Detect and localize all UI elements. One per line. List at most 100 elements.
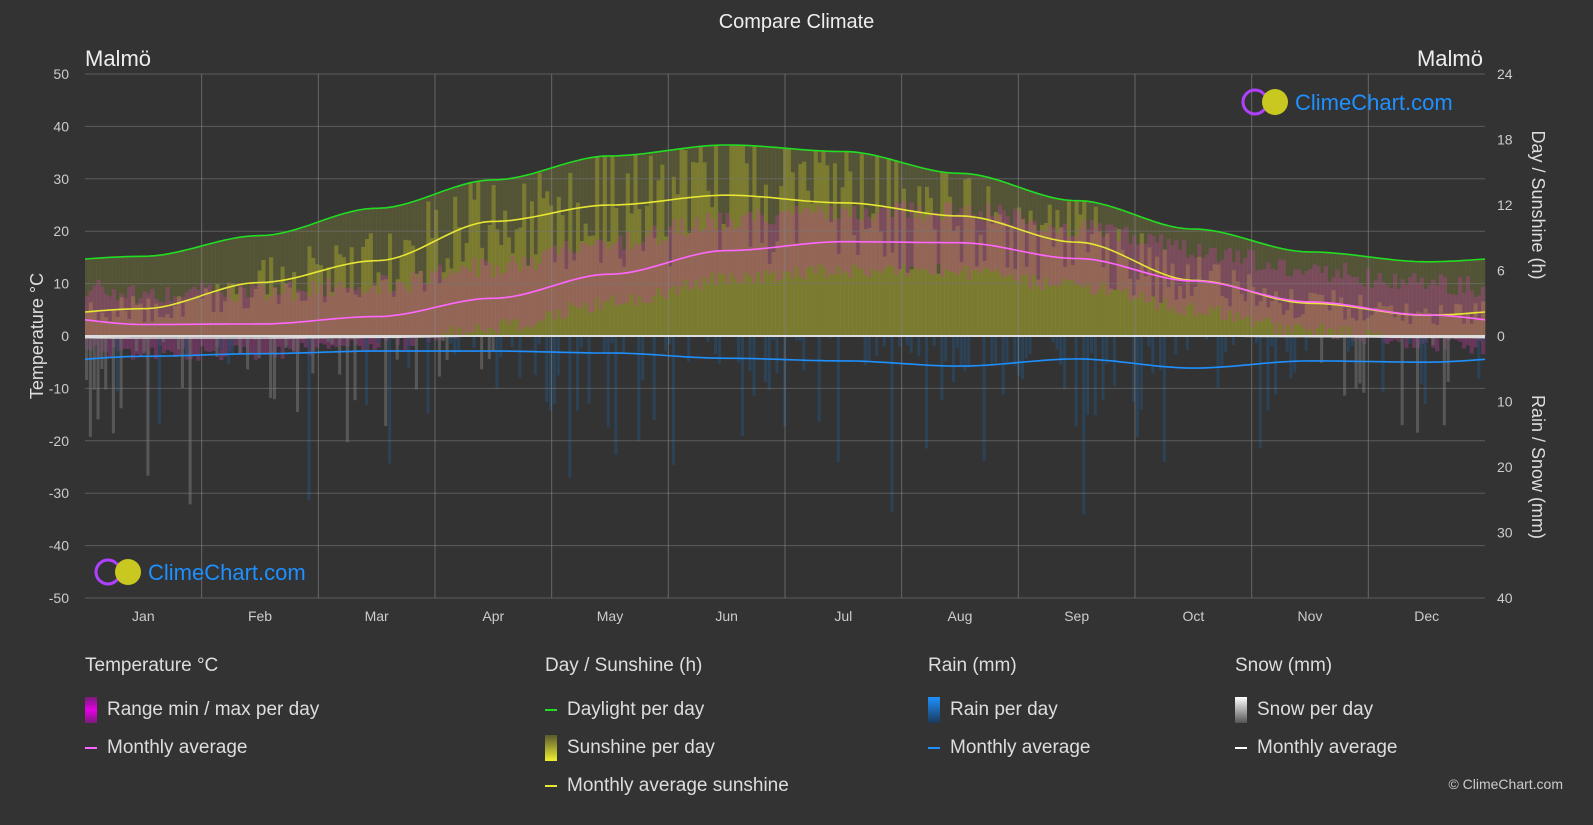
temp-range-bar <box>633 242 638 306</box>
sunshine-bar <box>894 160 899 336</box>
sunshine-bar <box>955 225 960 336</box>
daylight-bar <box>1339 253 1344 336</box>
sunshine-bar <box>223 301 228 336</box>
sunshine-bar <box>1059 227 1064 336</box>
rain-bar <box>1020 336 1024 380</box>
sunshine-bar <box>1070 265 1075 336</box>
temp-range-bar <box>740 216 746 283</box>
daily-bars <box>85 144 1486 515</box>
temp-range-bar <box>261 286 266 355</box>
sunshine-bar <box>1438 304 1444 336</box>
rain-bar <box>568 336 572 478</box>
rain-bar <box>445 336 449 360</box>
temp-range-bar <box>660 239 665 296</box>
daylight-bar <box>1274 246 1279 336</box>
sunshine-bar <box>679 148 684 336</box>
rain-bar <box>882 336 886 347</box>
temp-range-bar <box>1174 240 1179 314</box>
daylight-bar <box>1427 261 1432 336</box>
city-left: Malmö <box>85 46 152 71</box>
sunshine-bar <box>1354 320 1359 336</box>
sunshine-bar <box>1343 319 1348 336</box>
temp-range-bar <box>1381 282 1386 343</box>
rain-bar <box>944 336 948 362</box>
sunshine-bar <box>898 268 903 336</box>
temp-range-bar <box>1404 284 1409 349</box>
rain-bar <box>1086 336 1090 416</box>
temp-range-bar <box>898 204 903 271</box>
logo-bottom-sun-icon <box>115 559 141 585</box>
sunshine-bar <box>1308 292 1313 336</box>
temp-range-bar <box>641 241 646 303</box>
daylight-bar <box>1013 185 1018 336</box>
sunshine-bar <box>372 285 377 336</box>
temp-range-bar <box>744 212 749 273</box>
sunshine-bar <box>1078 214 1083 336</box>
temp-range-bar <box>955 213 960 276</box>
daylight-bar <box>1381 258 1386 336</box>
rain-bar <box>1289 336 1293 379</box>
rain-bar <box>230 336 234 356</box>
range-swatch-icon <box>85 697 97 723</box>
y-left-tick-label: -50 <box>49 590 69 606</box>
daylight-bar <box>330 217 335 336</box>
rain-bar <box>687 336 691 362</box>
daylight-bar <box>794 149 799 336</box>
y-left-tick-label: 50 <box>53 66 69 82</box>
sunshine-bar <box>568 172 573 336</box>
temp-range-bar <box>1408 276 1413 339</box>
temp-range-bar <box>710 218 715 274</box>
temp-range-bar <box>652 225 657 296</box>
sunshine-bar <box>1270 301 1275 336</box>
rain-bar <box>1185 336 1189 351</box>
daylight-bar <box>1327 252 1332 336</box>
sunshine-bar <box>426 201 431 336</box>
sunshine-bar <box>434 209 439 336</box>
temp-range-bar <box>1316 266 1321 329</box>
sunshine-bar <box>1369 315 1375 336</box>
temp-range-bar <box>944 202 949 270</box>
sunshine-bar <box>1327 310 1332 336</box>
temp-range-bar <box>1082 220 1087 288</box>
temp-range-bar <box>1193 257 1198 317</box>
daylight-bar <box>1135 215 1141 336</box>
temp-range-bar <box>1005 216 1010 276</box>
temp-range-bar <box>1028 220 1033 290</box>
temp-range-bar <box>1473 297 1478 348</box>
daylight-bar <box>621 155 627 336</box>
temp-range-bar <box>974 219 979 270</box>
sunshine-bar <box>411 245 416 336</box>
daylight-bar <box>909 164 914 336</box>
sunshine-bar <box>526 265 531 336</box>
sunshine-bar <box>1155 256 1160 336</box>
temp-range-bar <box>852 206 857 265</box>
daylight-bar <box>1258 242 1263 336</box>
rain-bar <box>1415 336 1420 433</box>
sunshine-bar <box>196 295 201 336</box>
legend-item: Monthly average sunshine <box>567 775 789 796</box>
rain-bar <box>606 336 610 428</box>
rain-bar <box>925 336 929 449</box>
sunshine-bar <box>303 300 308 336</box>
sunshine-bar <box>1454 303 1459 336</box>
y-right-bottom-tick-label: 20 <box>1497 459 1513 475</box>
sunshine-bar <box>276 303 281 336</box>
temp-range-bar <box>338 282 343 346</box>
y-left-tick-label: 0 <box>61 328 69 344</box>
sunshine-bar <box>882 256 887 336</box>
sunshine-bar <box>1331 290 1336 336</box>
rain-bar <box>533 336 537 375</box>
temp-range-bar <box>430 270 435 335</box>
sunshine-bar <box>798 163 803 336</box>
temp-range-bar <box>1469 290 1474 354</box>
daylight-bar <box>890 159 895 336</box>
daylight-bar <box>1281 248 1286 336</box>
temp-range-bar <box>380 275 385 338</box>
sunshine-bar <box>414 273 419 336</box>
sunshine-bar <box>361 246 366 336</box>
temp-range-bar <box>303 291 308 348</box>
rain-bar <box>1028 336 1032 354</box>
temp-range-bar <box>737 226 742 284</box>
temp-range-bar <box>1178 249 1183 313</box>
sunshine-bar <box>1316 294 1321 336</box>
